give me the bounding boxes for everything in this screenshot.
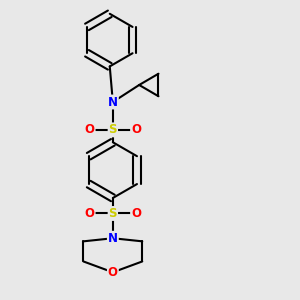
Text: N: N <box>108 232 118 245</box>
Text: N: N <box>108 95 118 109</box>
Text: O: O <box>85 207 94 220</box>
Text: O: O <box>131 123 141 136</box>
Text: O: O <box>85 123 94 136</box>
Text: O: O <box>108 266 118 279</box>
Text: S: S <box>109 207 117 220</box>
Text: O: O <box>131 207 141 220</box>
Text: S: S <box>109 123 117 136</box>
